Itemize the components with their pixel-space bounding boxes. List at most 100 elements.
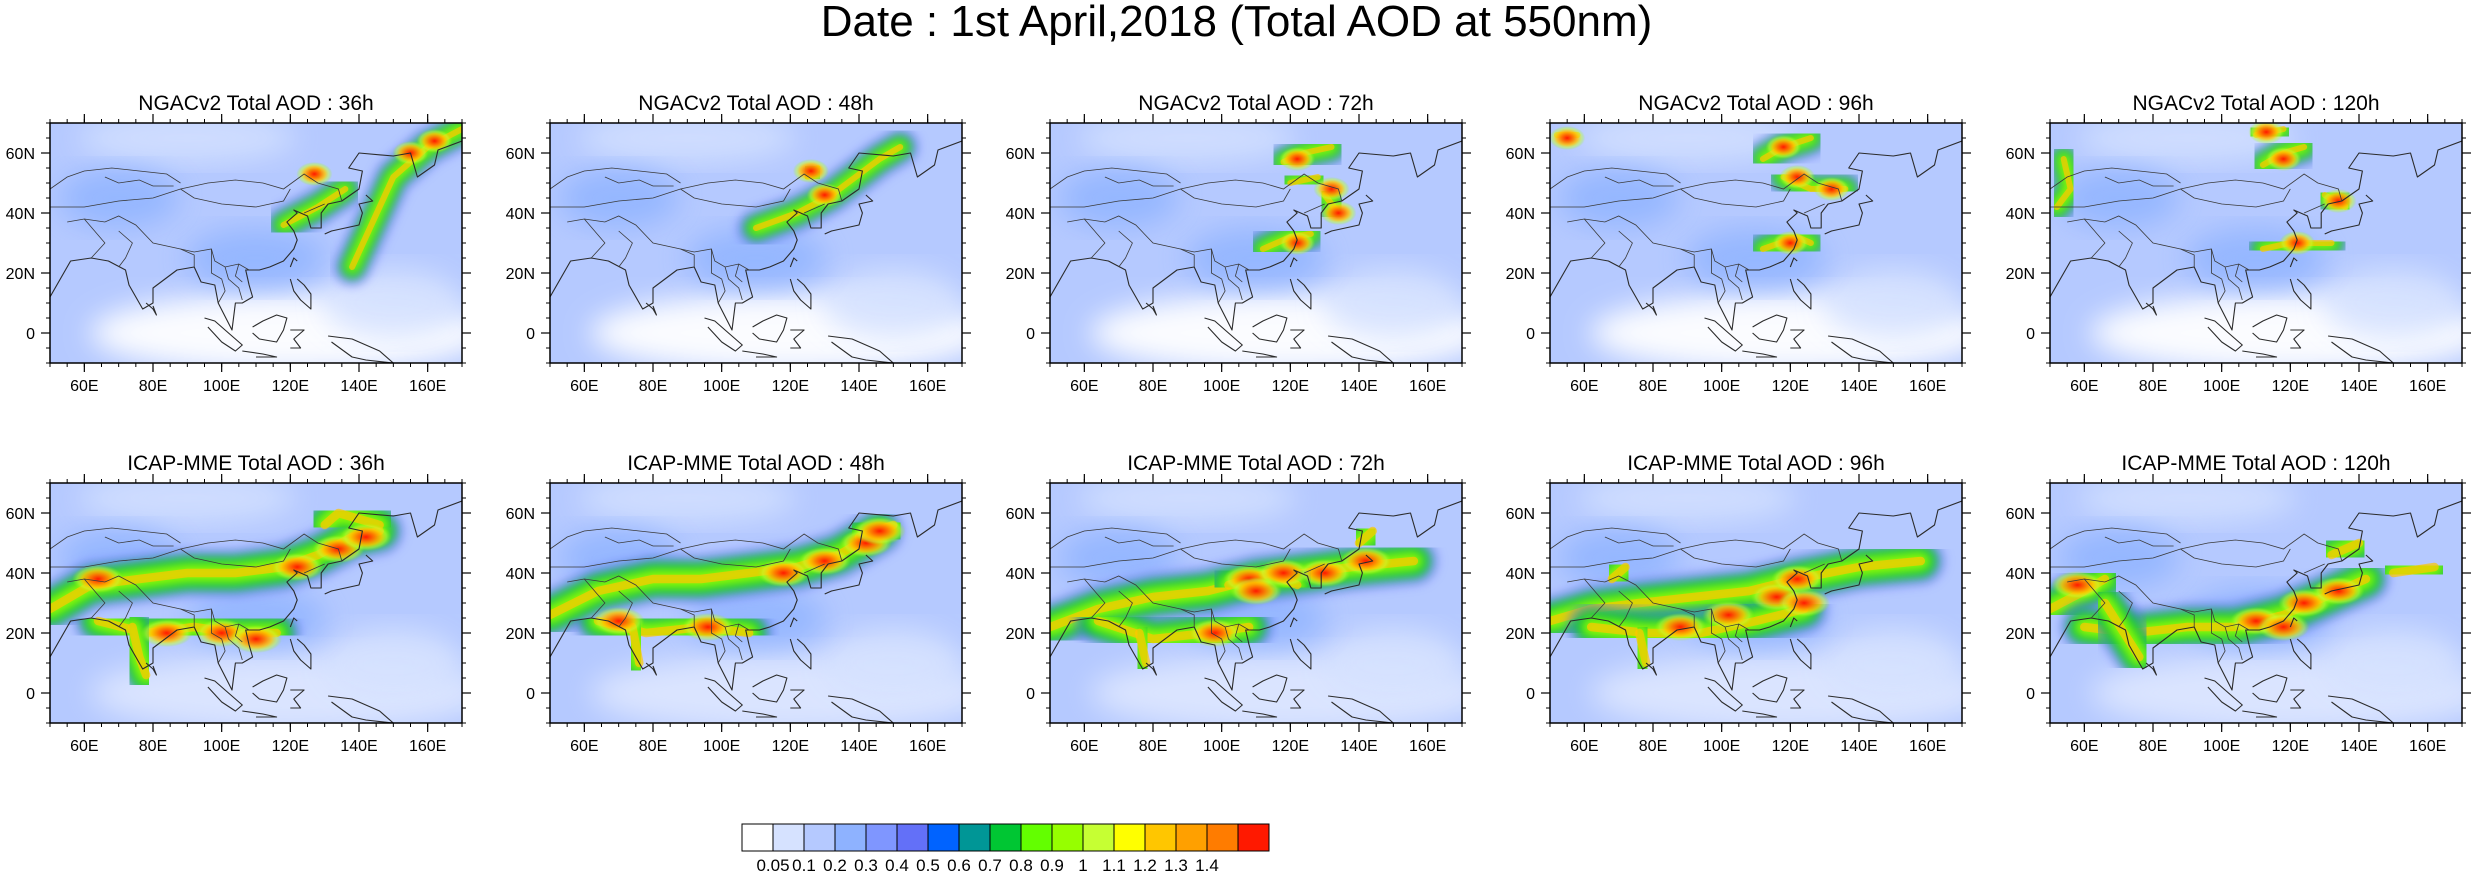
coastline <box>242 350 278 358</box>
y-tick-label: 20N <box>6 266 35 283</box>
coastlines <box>2050 140 2462 363</box>
coastline <box>242 710 278 718</box>
borders <box>1050 167 1343 304</box>
colorbar-label: 1 <box>1078 856 1087 874</box>
coastline <box>252 314 288 343</box>
border-line <box>303 203 325 214</box>
y-tick-label: 40N <box>2006 566 2035 583</box>
border-line <box>50 527 181 550</box>
coastline <box>2324 194 2374 235</box>
x-tick-label: 80E <box>2139 738 2167 755</box>
borders <box>2050 527 2343 664</box>
map-panel: 60E 80E 100E 120E 140E 160E 0 20N 40N 60N <box>2006 114 2471 395</box>
x-tick-label: 80E <box>1639 378 1667 395</box>
x-tick-label: 140E <box>340 738 377 755</box>
coastline <box>1790 329 1805 349</box>
colorbar-swatch <box>958 823 991 852</box>
x-tick-label: 60E <box>1070 378 1098 395</box>
aod-hotspot <box>1550 126 1586 150</box>
x-tick-label: 160E <box>2409 738 2446 755</box>
coastline <box>1204 677 1243 712</box>
y-tick-label: 20N <box>1506 266 1535 283</box>
aod-hotspot <box>592 607 645 635</box>
coastline <box>1252 674 1288 703</box>
border-line <box>1211 609 1226 664</box>
coastline <box>742 710 778 718</box>
coastline <box>2289 617 2298 628</box>
aod-plume-peak <box>2100 598 2144 662</box>
border-line <box>50 533 343 568</box>
coastline <box>2050 500 2462 691</box>
border-line <box>1734 263 1743 283</box>
coastline <box>1289 257 1298 268</box>
y-tick-label: 20N <box>2006 266 2035 283</box>
aod-hotspot <box>1320 201 1357 225</box>
map-panel: 60E 80E 100E 120E 140E 160E 0 20N 40N 60N <box>1506 474 1971 755</box>
y-tick-label: 0 <box>2026 326 2035 343</box>
coastline <box>289 278 312 310</box>
x-tick-label: 60E <box>2070 738 2098 755</box>
border-line <box>583 218 606 259</box>
aod-hotspot <box>1772 231 1809 255</box>
border-line <box>2050 533 2343 568</box>
y-tick-label: 60N <box>6 146 35 163</box>
coastline <box>1828 335 1894 363</box>
colorbar-label: 1.4 <box>1195 856 1219 874</box>
x-tick-label: 60E <box>570 378 598 395</box>
coastline <box>289 638 312 670</box>
aod-moderate-region <box>558 168 679 228</box>
border-line <box>2118 230 2133 268</box>
border-line <box>1680 248 1695 267</box>
coastline <box>1550 500 1962 691</box>
border-line <box>803 563 825 574</box>
x-tick-label: 100E <box>703 738 740 755</box>
border-line <box>680 608 695 627</box>
border-line <box>618 230 633 268</box>
colorbar-label: 1.3 <box>1164 856 1188 874</box>
coastline <box>145 662 157 676</box>
x-tick-label: 100E <box>2203 378 2240 395</box>
aod-hotspot <box>339 523 392 551</box>
aod-low-region <box>1077 483 1298 523</box>
x-tick-label: 160E <box>409 738 446 755</box>
border-line <box>1234 623 1243 643</box>
border-line <box>2180 608 2195 627</box>
border-line <box>711 249 726 304</box>
colorbar-label: 0.5 <box>916 856 940 874</box>
border-line <box>2180 548 2291 568</box>
border-line <box>1083 578 1106 619</box>
y-tick-label: 40N <box>1006 566 1035 583</box>
y-tick-label: 60N <box>1006 506 1035 523</box>
border-line <box>1050 173 1343 208</box>
coastline <box>204 317 243 352</box>
aod-hotspot <box>792 159 829 183</box>
coastline <box>2289 257 2298 268</box>
y-tick-label: 60N <box>506 146 535 163</box>
border-line <box>1803 563 1825 574</box>
colorbar-label: 0.9 <box>1040 856 1064 874</box>
coastlines <box>50 140 462 363</box>
x-tick-label: 80E <box>2139 378 2167 395</box>
panel-title: NGACv2 Total AOD : 36h <box>138 92 374 115</box>
y-tick-label: 20N <box>2006 626 2035 643</box>
border-line <box>104 176 174 187</box>
y-tick-label: 60N <box>506 506 535 523</box>
border-line <box>550 533 843 568</box>
coastline <box>50 500 462 691</box>
y-tick-label: 40N <box>6 206 35 223</box>
colorbar-label: 0.8 <box>1009 856 1033 874</box>
x-tick-label: 120E <box>2272 738 2309 755</box>
aod-field <box>550 483 962 723</box>
border-line <box>2118 590 2133 628</box>
x-tick-label: 80E <box>639 738 667 755</box>
borders <box>50 167 343 304</box>
y-tick-label: 0 <box>1026 686 1035 703</box>
x-tick-label: 120E <box>2272 378 2309 395</box>
border-line <box>1234 263 1243 283</box>
coastline <box>290 329 305 349</box>
x-tick-label: 160E <box>909 378 946 395</box>
coastline <box>790 329 805 349</box>
border-line <box>583 578 606 619</box>
colorbar-swatch <box>1082 823 1115 852</box>
coastline <box>752 314 788 343</box>
